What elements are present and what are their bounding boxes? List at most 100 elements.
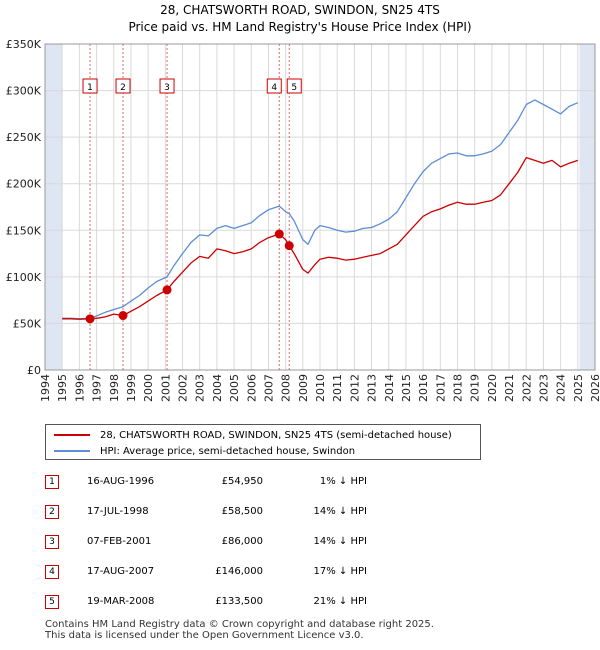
sale-point — [162, 285, 172, 295]
sale-hpi-diff: 14% ↓ HPI — [313, 536, 367, 547]
sale-date: 16-AUG-1996 — [87, 476, 155, 487]
sale-number: 3 — [45, 535, 59, 549]
x-tick-label: 2017 — [434, 374, 447, 402]
x-tick-label: 2019 — [469, 374, 482, 402]
x-tick-label: 2003 — [194, 374, 207, 402]
sale-point — [118, 311, 128, 321]
sale-row: 3 07-FEB-2001 £86,000 14% ↓ HPI — [45, 533, 465, 563]
sale-number: 1 — [45, 475, 59, 489]
y-tick-label: £150K — [6, 224, 42, 237]
sale-date: 17-AUG-2007 — [87, 566, 155, 577]
sale-number: 4 — [45, 565, 59, 579]
plot-frame — [44, 43, 596, 371]
y-tick-label: £350K — [6, 38, 42, 51]
sale-row: 5 19-MAR-2008 £133,500 21% ↓ HPI — [45, 593, 465, 623]
y-tick-label: £100K — [6, 271, 42, 284]
sale-marker-box — [266, 78, 282, 94]
footer-line-1: Contains HM Land Registry data © Crown c… — [45, 619, 434, 630]
sale-marker-box — [82, 78, 98, 94]
legend-item-property: 28, CHATSWORTH ROAD, SWINDON, SN25 4TS (… — [54, 427, 452, 443]
legend-label-hpi: HPI: Average price, semi-detached house,… — [100, 445, 356, 457]
x-tick-label: 2006 — [245, 374, 258, 402]
x-tick-label: 1999 — [125, 374, 138, 402]
x-tick-label: 2021 — [503, 374, 516, 402]
sales-table: 1 16-AUG-1996 £54,950 1% ↓ HPI 2 17-JUL-… — [45, 473, 465, 623]
sale-point — [274, 229, 284, 239]
sale-date: 19-MAR-2008 — [87, 596, 155, 607]
x-tick-label: 2009 — [297, 374, 310, 402]
sale-price: £133,500 — [215, 596, 263, 607]
x-tick-label: 2011 — [331, 374, 344, 402]
x-tick-label: 2013 — [366, 374, 379, 402]
sale-row: 4 17-AUG-2007 £146,000 17% ↓ HPI — [45, 563, 465, 593]
price-chart: £0 £50K £100K £150K £200K £250K £300K £350K 1994… — [6, 38, 600, 402]
x-tick-label: 2007 — [262, 374, 275, 402]
sale-point — [284, 241, 294, 251]
title-line-2: Price paid vs. HM Land Registry's House … — [128, 20, 472, 34]
sale-marker-label: 5 — [291, 83, 297, 93]
sale-row: 1 16-AUG-1996 £54,950 1% ↓ HPI — [45, 473, 465, 503]
chart-title: 28, CHATSWORTH ROAD, SWINDON, SN25 4TS P… — [0, 2, 600, 36]
x-tick-label: 2023 — [537, 374, 550, 402]
sale-point — [85, 314, 95, 324]
legend-item-hpi: HPI: Average price, semi-detached house,… — [54, 443, 355, 459]
legend-label-property: 28, CHATSWORTH ROAD, SWINDON, SN25 4TS (… — [100, 429, 452, 441]
x-tick-label: 2016 — [417, 374, 430, 402]
y-tick-label: £250K — [6, 131, 42, 144]
sale-price: £86,000 — [221, 536, 263, 547]
x-tick-label: 2005 — [228, 374, 241, 402]
y-tick-label: £300K — [6, 85, 42, 98]
legend-swatch-property — [54, 434, 90, 436]
x-tick-label: 1995 — [56, 374, 69, 402]
x-tick-label: 2001 — [159, 374, 172, 402]
x-tick-label: 1997 — [91, 374, 104, 402]
sale-hpi-diff: 21% ↓ HPI — [313, 596, 367, 607]
x-tick-label: 2000 — [142, 374, 155, 402]
sale-marker-box — [159, 78, 175, 94]
y-tick-label: £50K — [13, 317, 42, 330]
legend: 28, CHATSWORTH ROAD, SWINDON, SN25 4TS (… — [45, 424, 481, 460]
legend-swatch-hpi — [54, 450, 90, 452]
sale-hpi-diff: 1% ↓ HPI — [319, 476, 367, 487]
x-tick-label: 1998 — [108, 374, 121, 402]
x-tick-label: 2014 — [383, 374, 396, 402]
footer: Contains HM Land Registry data © Crown c… — [45, 619, 434, 641]
sale-hpi-diff: 14% ↓ HPI — [313, 506, 367, 517]
sale-row: 2 17-JUL-1998 £58,500 14% ↓ HPI — [45, 503, 465, 533]
sale-date: 07-FEB-2001 — [87, 536, 152, 547]
x-tick-label: 2020 — [486, 374, 499, 402]
sale-marker-box — [286, 78, 302, 94]
sale-number: 2 — [45, 505, 59, 519]
shaded-range — [579, 44, 595, 370]
x-tick-label: 1994 — [39, 374, 52, 402]
hpi-series-line — [62, 99, 579, 320]
sale-marker-box — [115, 78, 131, 94]
sale-price: £54,950 — [221, 476, 263, 487]
x-tick-label: 2026 — [589, 374, 600, 402]
sale-marker-label: 2 — [120, 83, 126, 93]
sale-marker-label: 3 — [164, 83, 170, 93]
x-tick-label: 2010 — [314, 374, 327, 402]
shaded-range — [45, 44, 63, 370]
y-tick-label: £200K — [6, 178, 42, 191]
x-tick-label: 2008 — [280, 374, 293, 402]
sale-date: 17-JUL-1998 — [87, 506, 149, 517]
sale-hpi-diff: 17% ↓ HPI — [313, 566, 367, 577]
sale-marker-label: 1 — [87, 83, 93, 93]
x-tick-label: 1996 — [73, 374, 86, 402]
sale-price: £58,500 — [221, 506, 263, 517]
footer-line-2: This data is licensed under the Open Gov… — [45, 630, 364, 641]
property-series-line — [62, 156, 579, 320]
sale-price: £146,000 — [215, 566, 263, 577]
x-tick-label: 2022 — [520, 374, 533, 402]
x-tick-label: 2025 — [572, 374, 585, 402]
y-tick-label: £0 — [27, 364, 41, 377]
x-tick-label: 2015 — [400, 374, 413, 402]
sale-marker-label: 4 — [271, 83, 277, 93]
x-tick-label: 2004 — [211, 374, 224, 402]
sale-number: 5 — [45, 595, 59, 609]
x-tick-label: 2012 — [348, 374, 361, 402]
x-tick-label: 2018 — [452, 374, 465, 402]
x-tick-label: 2002 — [177, 374, 190, 402]
title-line-1: 28, CHATSWORTH ROAD, SWINDON, SN25 4TS — [160, 3, 440, 17]
